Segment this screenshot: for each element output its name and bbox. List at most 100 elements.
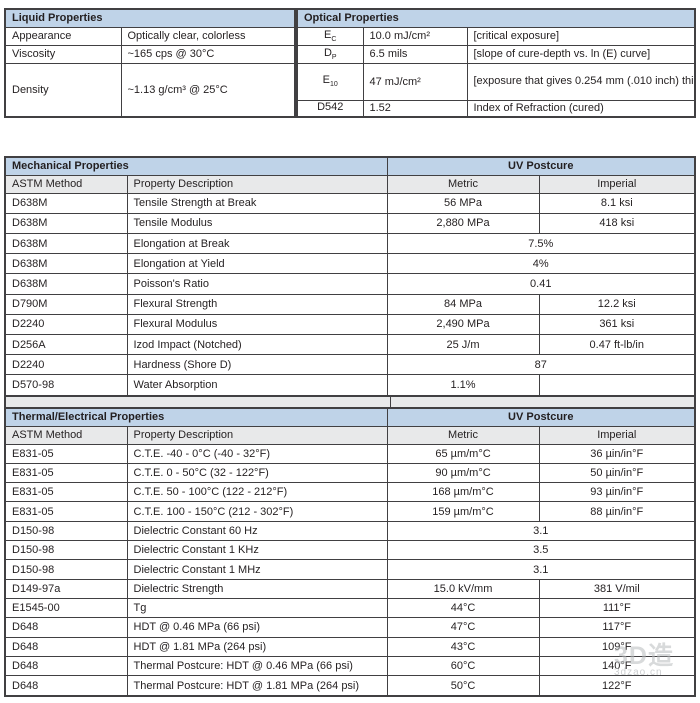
metric-value: 60°C [386,655,540,677]
merged-value: 0.41 [386,273,696,295]
table-row: D150-98 Dielectric Constant 60 Hz 3.1 [4,520,696,542]
table-row: D648 HDT @ 0.46 MPa (66 psi) 47°C 117°F [4,617,696,638]
astm-method: D648 [4,655,128,677]
metric-value: 25 J/m [386,334,540,356]
column-header-astm: ASTM Method [4,425,128,445]
property-description: Tensile Strength at Break [126,192,388,214]
column-header-metric: Metric [386,174,540,194]
optical-description: [slope of cure-depth vs. ln (E) curve] [466,44,696,64]
astm-method: E831-05 [4,482,128,503]
optical-symbol: EC [296,26,364,46]
column-header-imperial: Imperial [538,425,696,445]
merged-value: 87 [386,354,696,376]
astm-method: D638M [4,192,128,214]
astm-method: D638M [4,253,128,275]
imperial-value: 117°F [538,617,696,638]
astm-method: D2240 [4,313,128,336]
table-row: D638M Elongation at Yield 4% [4,253,696,275]
table-row: D648 HDT @ 1.81 MPa (264 psi) 43°C 109°F [4,636,696,657]
property-description: C.T.E. 0 - 50°C (32 - 122°F) [126,462,388,484]
property-description: C.T.E. 50 - 100°C (122 - 212°F) [126,482,388,503]
property-description: Flexural Modulus [126,313,388,336]
mechanical-properties-table: Mechanical Properties UV Postcure ASTM M… [4,156,696,397]
table-row: E831-05 C.T.E. 100 - 150°C (212 - 302°F)… [4,501,696,522]
metric-value: 15.0 kV/mm [386,578,540,600]
optical-symbol: E10 [296,62,364,101]
uv-postcure-header: UV Postcure [386,156,696,176]
metric-value: 84 MPa [386,293,540,315]
astm-method: D150-98 [4,540,128,561]
property-description: Izod Impact (Notched) [126,334,388,356]
property-description: HDT @ 1.81 MPa (264 psi) [126,636,388,657]
property-description: C.T.E. 100 - 150°C (212 - 302°F) [126,501,388,522]
astm-method: D638M [4,212,128,234]
property-description: C.T.E. -40 - 0°C (-40 - 32°F) [126,443,388,464]
optical-symbol: D542 [296,99,364,118]
optical-value: 10.0 mJ/cm² [362,26,468,46]
column-header-property: Property Description [126,425,388,445]
imperial-value: 88 µin/in°F [538,501,696,522]
property-description: Water Absorption [126,374,388,397]
liquid-properties-title: Liquid Properties [4,8,296,28]
table-row: D790M Flexural Strength 84 MPa 12.2 ksi [4,293,696,315]
column-header-metric: Metric [386,425,540,445]
property-description: Tensile Modulus [126,212,388,234]
liquid-property-name: Density [4,62,122,118]
table-row: D150-98 Dielectric Constant 1 KHz 3.5 [4,540,696,561]
imperial-value: 418 ksi [538,212,696,234]
optical-properties-title: Optical Properties [296,8,696,28]
table-row: D638M Tensile Modulus 2,880 MPa 418 ksi [4,212,696,234]
astm-method: D149-97a [4,578,128,600]
optical-value: 1.52 [362,99,468,118]
imperial-value: 8.1 ksi [538,192,696,214]
table-row: D2240 Hardness (Shore D) 87 [4,354,696,376]
astm-method: D790M [4,293,128,315]
astm-method: D638M [4,273,128,295]
table-row: D638M Poisson's Ratio 0.41 [4,273,696,295]
liquid-property-value: ~165 cps @ 30°C [120,44,296,64]
liquid-property-value: ~1.13 g/cm³ @ 25°C [120,62,296,118]
property-description: Tg [126,597,388,619]
table-row: D570-98 Water Absorption 1.1% [4,374,696,397]
metric-value: 159 µm/m°C [386,501,540,522]
metric-value: 43°C [386,636,540,657]
astm-method: D256A [4,334,128,356]
property-description: Dielectric Constant 60 Hz [126,520,388,542]
imperial-value: 381 V/mil [538,578,696,600]
liquid-property-name: Appearance [4,26,122,46]
imperial-value: 12.2 ksi [538,293,696,315]
metric-value: 65 µm/m°C [386,443,540,464]
table-row: E831-05 C.T.E. 50 - 100°C (122 - 212°F) … [4,482,696,503]
table-row: D648 Thermal Postcure: HDT @ 0.46 MPa (6… [4,655,696,677]
table-row: D149-97a Dielectric Strength 15.0 kV/mm … [4,578,696,600]
merged-value: 7.5% [386,232,696,255]
astm-method: D570-98 [4,374,128,397]
property-description: HDT @ 0.46 MPa (66 psi) [126,617,388,638]
imperial-value: 109°F [538,636,696,657]
astm-method: D2240 [4,354,128,376]
metric-value: 168 µm/m°C [386,482,540,503]
imperial-value: 111°F [538,597,696,619]
metric-value: 2,490 MPa [386,313,540,336]
column-header-astm: ASTM Method [4,174,128,194]
optical-properties-table: Optical Properties EC 10.0 mJ/cm² [criti… [296,8,696,118]
astm-method: D150-98 [4,559,128,580]
thermal-electrical-properties-table: Thermal/Electrical Properties UV Postcur… [4,407,696,697]
property-description: Dielectric Constant 1 MHz [126,559,388,580]
liquid-properties-table: Liquid Properties Appearance Optically c… [4,8,296,118]
metric-value: 90 µm/m°C [386,462,540,484]
optical-description: [critical exposure] [466,26,696,46]
liquid-property-value: Optically clear, colorless [120,26,296,46]
optical-description: Index of Refraction (cured) [466,99,696,118]
property-description: Hardness (Shore D) [126,354,388,376]
merged-value: 3.5 [386,540,696,561]
imperial-value: 50 µin/in°F [538,462,696,484]
imperial-value: 361 ksi [538,313,696,336]
uv-postcure-header: UV Postcure [386,407,696,427]
optical-description: [exposure that gives 0.254 mm (.010 inch… [466,62,696,101]
astm-method: D648 [4,636,128,657]
astm-method: D638M [4,232,128,255]
metric-value: 2,880 MPa [386,212,540,234]
astm-method: E831-05 [4,443,128,464]
